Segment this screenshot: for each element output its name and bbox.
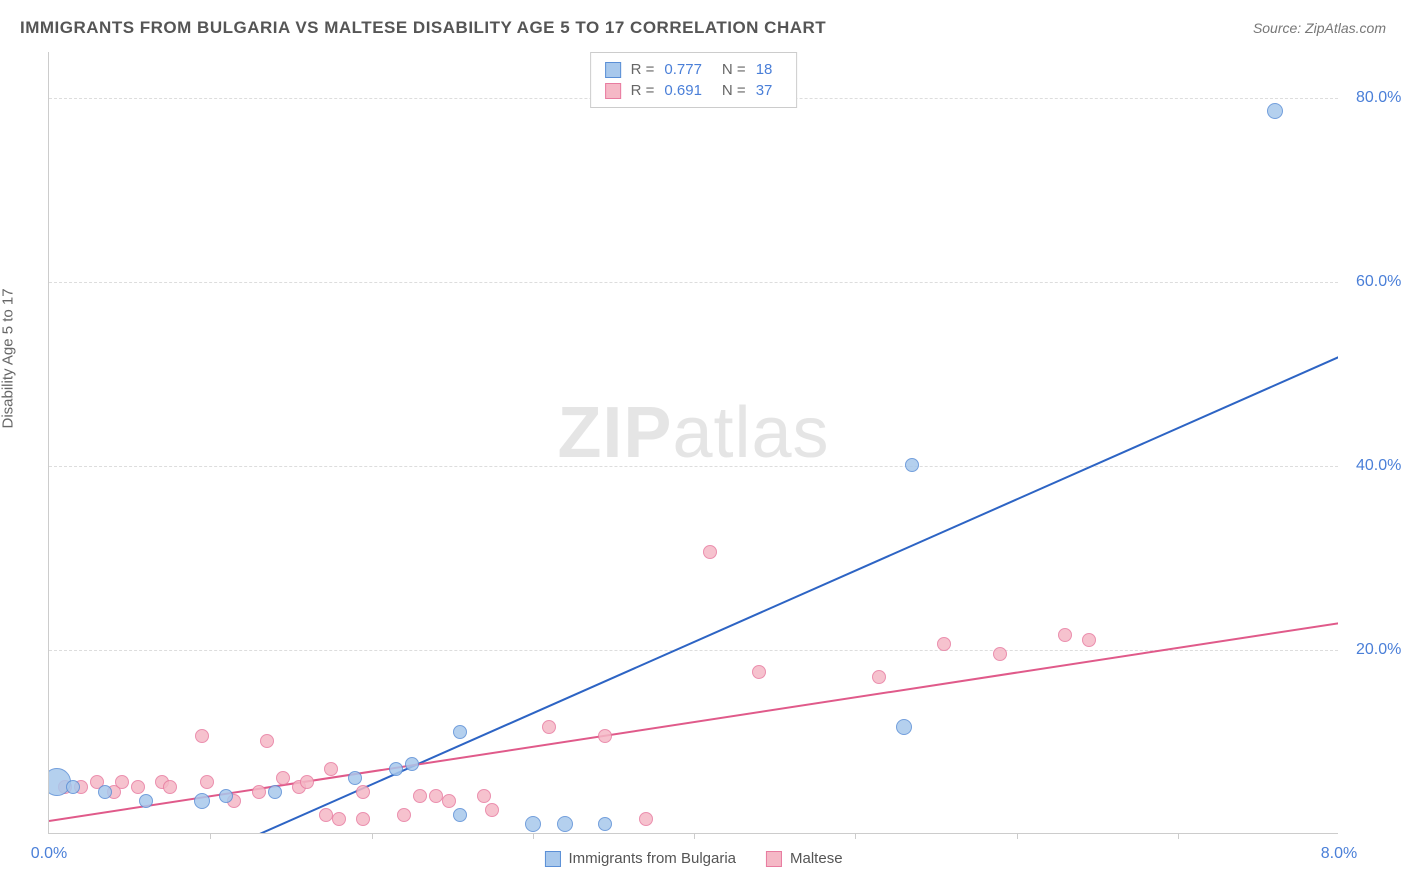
scatter-point [276, 771, 290, 785]
scatter-point [348, 771, 362, 785]
scatter-point [219, 789, 233, 803]
scatter-point [639, 812, 653, 826]
scatter-point [413, 789, 427, 803]
y-tick-label: 60.0% [1356, 273, 1401, 291]
x-tick-label: 0.0% [31, 845, 67, 863]
gridline-h [49, 466, 1338, 467]
scatter-point [405, 757, 419, 771]
scatter-point [397, 808, 411, 822]
scatter-point [319, 808, 333, 822]
x-tick-mark [533, 833, 534, 839]
legend-swatch [605, 83, 621, 99]
scatter-point [200, 775, 214, 789]
legend-r-value: 0.777 [664, 61, 702, 78]
scatter-point [896, 719, 912, 735]
scatter-point [131, 780, 145, 794]
legend-swatch [605, 62, 621, 78]
scatter-point [332, 812, 346, 826]
scatter-point [442, 794, 456, 808]
scatter-point [598, 729, 612, 743]
scatter-point [356, 812, 370, 826]
scatter-point [872, 670, 886, 684]
scatter-point [703, 545, 717, 559]
chart-area: ZIPatlas R =0.777N =18R =0.691N =37 20.0… [48, 52, 1338, 834]
scatter-point [115, 775, 129, 789]
legend-n-value: 37 [756, 82, 773, 99]
legend-swatch [766, 851, 782, 867]
correlation-legend: R = 0.777 N = 18 R = 0.691 N = 37 [590, 52, 798, 108]
page-title: IMMIGRANTS FROM BULGARIA VS MALTESE DISA… [20, 18, 826, 38]
legend-row: R = 0.777 N = 18 [605, 59, 783, 80]
x-tick-mark [855, 833, 856, 839]
scatter-point [163, 780, 177, 794]
scatter-point [453, 808, 467, 822]
x-tick-mark [372, 833, 373, 839]
x-tick-mark [1017, 833, 1018, 839]
series-legend-item: Maltese [766, 850, 843, 867]
legend-row: R = 0.691 N = 37 [605, 80, 783, 101]
series-legend: Immigrants from Bulgaria Maltese [544, 850, 842, 867]
scatter-point [429, 789, 443, 803]
scatter-point [139, 794, 153, 808]
legend-n-label: N = [722, 82, 746, 99]
legend-r-value: 0.691 [664, 82, 702, 99]
legend-swatch [544, 851, 560, 867]
y-axis-label: Disability Age 5 to 17 [0, 288, 17, 428]
plot-region: ZIPatlas [49, 52, 1338, 833]
scatter-point [195, 729, 209, 743]
scatter-point [300, 775, 314, 789]
legend-r-label: R = [631, 82, 655, 99]
legend-r-label: R = [631, 61, 655, 78]
series-legend-item: Immigrants from Bulgaria [544, 850, 736, 867]
x-tick-mark [1178, 833, 1179, 839]
scatter-point [477, 789, 491, 803]
legend-n-value: 18 [756, 61, 773, 78]
scatter-point [937, 637, 951, 651]
scatter-point [66, 780, 80, 794]
x-tick-mark [694, 833, 695, 839]
regression-line [49, 622, 1338, 822]
y-tick-label: 80.0% [1356, 89, 1401, 107]
scatter-point [485, 803, 499, 817]
scatter-point [260, 734, 274, 748]
x-tick-label: 8.0% [1321, 845, 1357, 863]
y-tick-label: 20.0% [1356, 641, 1401, 659]
scatter-point [905, 458, 919, 472]
regression-line [194, 356, 1338, 833]
gridline-h [49, 282, 1338, 283]
source-label: Source: ZipAtlas.com [1253, 20, 1386, 36]
scatter-point [542, 720, 556, 734]
scatter-point [194, 793, 210, 809]
scatter-point [752, 665, 766, 679]
scatter-point [453, 725, 467, 739]
scatter-point [389, 762, 403, 776]
scatter-point [993, 647, 1007, 661]
scatter-point [1058, 628, 1072, 642]
legend-n-label: N = [722, 61, 746, 78]
scatter-point [268, 785, 282, 799]
series-legend-label: Maltese [790, 850, 843, 867]
y-tick-label: 40.0% [1356, 457, 1401, 475]
scatter-point [324, 762, 338, 776]
scatter-point [1267, 103, 1283, 119]
watermark: ZIPatlas [557, 392, 829, 474]
scatter-point [598, 817, 612, 831]
scatter-point [356, 785, 370, 799]
scatter-point [557, 816, 573, 832]
series-legend-label: Immigrants from Bulgaria [568, 850, 736, 867]
scatter-point [98, 785, 112, 799]
x-tick-mark [210, 833, 211, 839]
scatter-point [1082, 633, 1096, 647]
scatter-point [525, 816, 541, 832]
scatter-point [252, 785, 266, 799]
